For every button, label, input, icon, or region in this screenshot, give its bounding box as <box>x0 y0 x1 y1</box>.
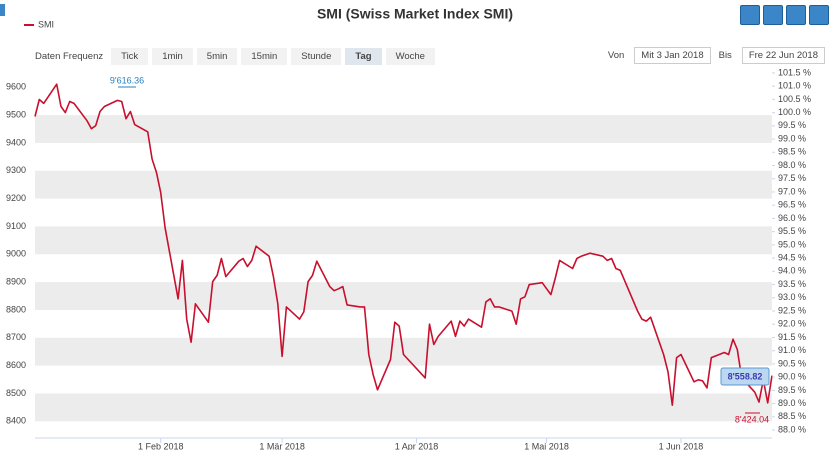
legend-label: SMI <box>38 19 54 29</box>
date-range: Von Mit 3 Jan 2018 Bis Fre 22 Jun 2018 <box>608 47 825 64</box>
grid-band <box>35 226 772 255</box>
y-tick-label: 8800 <box>6 304 26 314</box>
y-tick-label: 9000 <box>6 249 26 259</box>
y2-tick-label: 101.5 % <box>778 67 811 77</box>
y2-tick-label: 101.0 % <box>778 81 811 91</box>
x-tick-label: 1 Apr 2018 <box>395 441 439 450</box>
x-tick-label: 1 Jun 2018 <box>659 441 704 450</box>
y2-tick-label: 94.5 % <box>778 252 806 262</box>
grid-band <box>35 282 772 310</box>
from-label: Von <box>607 50 625 61</box>
y2-tick-label: 92.5 % <box>778 305 806 315</box>
icon-button[interactable] <box>740 5 760 25</box>
to-input[interactable]: Fre 22 Jun 2018 <box>741 47 825 64</box>
y2-tick-label: 95.5 % <box>778 226 806 236</box>
last-label: 8'558.82 <box>728 371 763 381</box>
y-tick-label: 9400 <box>6 137 26 147</box>
last-box <box>720 367 770 386</box>
icon-button[interactable] <box>786 5 806 25</box>
y2-tick-label: 94.0 % <box>778 266 806 276</box>
y2-tick-label: 98.5 % <box>778 147 806 157</box>
low-label: 8'424.04 <box>735 414 769 424</box>
y2-tick-label: 90.0 % <box>778 372 806 382</box>
frequency-button[interactable]: Stunde <box>291 47 342 65</box>
y-tick-label: 9200 <box>6 193 26 203</box>
y-tick-label: 9300 <box>6 165 26 175</box>
y-tick-label: 8900 <box>6 276 26 286</box>
x-tick-label: 1 Mai 2018 <box>524 441 569 450</box>
y-tick-label: 9100 <box>6 221 26 231</box>
frequency-buttons: Tick 1min 5min 15min Stunde Tag Woche <box>111 47 439 65</box>
icon-button[interactable] <box>809 5 829 25</box>
y-tick-label: 8700 <box>6 332 26 342</box>
grid-band <box>35 393 772 422</box>
y2-tick-label: 99.5 % <box>778 120 806 130</box>
corner-icon <box>0 4 5 16</box>
x-tick-label: 1 Feb 2018 <box>138 441 184 450</box>
frequency-button[interactable]: 15min <box>241 47 288 65</box>
from-input[interactable]: Mit 3 Jan 2018 <box>634 47 711 64</box>
y-tick-label: 8600 <box>6 360 26 370</box>
y-tick-label: 8400 <box>6 416 26 426</box>
y-tick-label: 9500 <box>6 109 26 119</box>
frequency-bar: Daten Frequenz Tick 1min 5min 15min Stunde Ta… <box>35 47 439 65</box>
frequency-button[interactable]: Tag <box>345 47 382 65</box>
y2-tick-label: 96.0 % <box>778 213 806 223</box>
chart-title: SMI (Swiss Market Index SMI) <box>317 6 513 22</box>
y2-tick-label: 91.5 % <box>778 332 806 342</box>
y2-tick-label: 99.0 % <box>778 133 806 143</box>
y2-tick-label: 95.0 % <box>778 239 806 249</box>
y2-tick-label: 92.0 % <box>778 319 806 329</box>
icon-button[interactable] <box>763 5 783 25</box>
frequency-label: Daten Frequenz <box>35 50 104 62</box>
frequency-button[interactable]: 5min <box>196 47 238 65</box>
y2-tick-label: 100.5 % <box>778 94 811 104</box>
frequency-button[interactable]: Woche <box>385 47 435 65</box>
y2-tick-label: 98.0 % <box>778 160 806 170</box>
frequency-button[interactable]: Tick <box>111 47 149 65</box>
y2-tick-label: 89.0 % <box>778 398 806 408</box>
y2-tick-label: 96.5 % <box>778 200 806 210</box>
y2-tick-label: 97.5 % <box>778 173 806 183</box>
y2-tick-label: 91.0 % <box>778 345 806 355</box>
y-tick-label: 8500 <box>6 388 26 398</box>
series-line <box>34 83 773 406</box>
grid-band <box>35 170 772 199</box>
frequency-button[interactable]: 1min <box>152 47 193 65</box>
grid-band <box>35 115 772 143</box>
high-label: 9'616.36 <box>110 75 144 85</box>
y2-tick-label: 100.0 % <box>778 107 811 117</box>
y2-tick-label: 88.5 % <box>778 411 806 421</box>
y-tick-label: 9600 <box>6 82 26 92</box>
to-label: Bis <box>718 50 732 61</box>
y2-tick-label: 90.5 % <box>778 358 806 368</box>
y2-tick-label: 97.0 % <box>778 186 806 196</box>
y2-tick-label: 88.0 % <box>778 424 806 434</box>
y2-tick-label: 93.0 % <box>778 292 806 302</box>
x-tick-label: 1 Mär 2018 <box>259 441 305 450</box>
y2-tick-label: 93.5 % <box>778 279 806 289</box>
y2-tick-label: 89.5 % <box>778 385 806 395</box>
